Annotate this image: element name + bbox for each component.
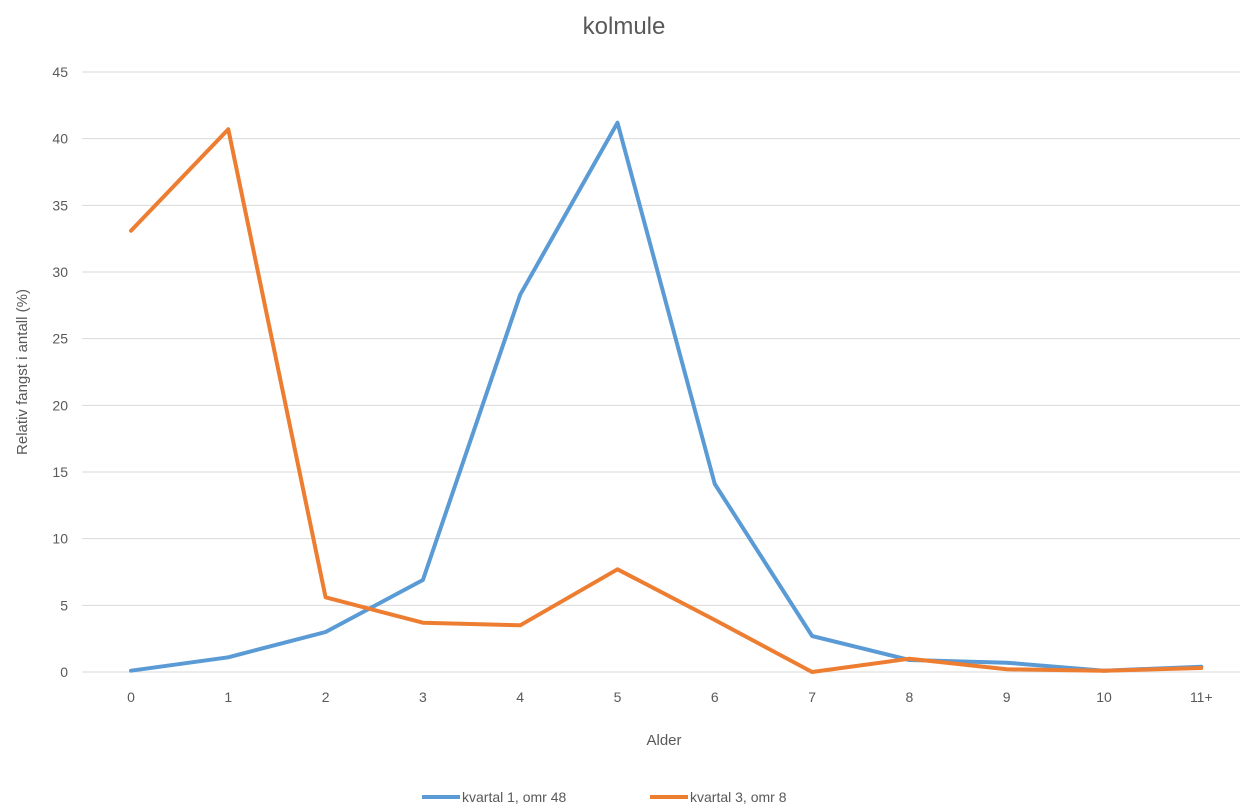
y-tick-label: 35 (52, 197, 68, 213)
x-axis-label: Alder (646, 732, 681, 749)
y-tick-label: 25 (52, 331, 68, 347)
y-tick-label: 40 (52, 131, 68, 147)
y-axis-label: Relativ fangst i antall (%) (14, 289, 31, 455)
legend: kvartal 1, omr 48 kvartal 3, omr 8 (422, 789, 787, 805)
y-axis-ticks: 0 5 10 15 20 25 30 35 40 45 (52, 64, 68, 680)
y-tick-label: 5 (60, 597, 68, 613)
x-tick-label: 11+ (1190, 689, 1213, 705)
y-tick-label: 20 (52, 397, 68, 413)
gridlines (82, 71, 1240, 673)
chart-title: kolmule (583, 13, 666, 40)
x-tick-label: 1 (224, 689, 232, 705)
x-tick-label: 0 (127, 689, 135, 705)
y-tick-label: 30 (52, 264, 68, 280)
x-tick-label: 4 (516, 689, 524, 705)
series-line-2 (129, 127, 1204, 674)
x-axis-ticks: 0 1 2 3 4 5 6 7 8 9 10 11+ (127, 689, 1213, 705)
x-tick-label: 5 (614, 689, 622, 705)
x-tick-label: 10 (1096, 689, 1112, 705)
y-tick-label: 45 (52, 64, 68, 80)
series-lines (129, 120, 1204, 674)
x-tick-label: 3 (419, 689, 427, 705)
y-tick-label: 10 (52, 531, 68, 547)
x-tick-label: 6 (711, 689, 719, 705)
x-tick-label: 8 (906, 689, 914, 705)
x-tick-label: 2 (322, 689, 330, 705)
legend-label-2: kvartal 3, omr 8 (690, 789, 787, 805)
series-line-1 (129, 120, 1204, 673)
x-tick-label: 9 (1003, 689, 1011, 705)
x-tick-label: 7 (808, 689, 816, 705)
y-tick-label: 15 (52, 464, 68, 480)
legend-label-1: kvartal 1, omr 48 (462, 789, 566, 805)
y-tick-label: 0 (60, 664, 68, 680)
